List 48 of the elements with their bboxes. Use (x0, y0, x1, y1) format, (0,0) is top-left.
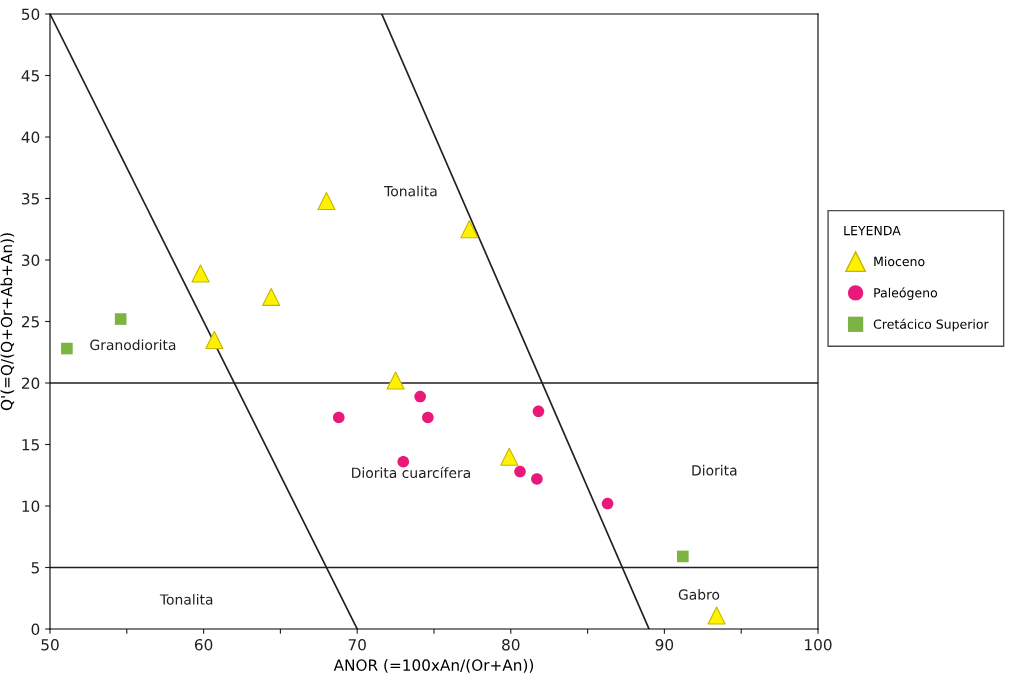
point (332, 411, 345, 424)
legend-label: Paleógeno (874, 287, 938, 300)
y-tick-label: 15 (22, 439, 39, 451)
point (386, 371, 405, 390)
x-axis-title: ANOR (=100xAn/(Or+An)) (333, 659, 534, 673)
x-tick-label: 80 (502, 638, 520, 651)
point (514, 465, 526, 478)
point (460, 220, 479, 239)
legend-label: Mioceno (874, 256, 925, 267)
y-tick-label: 45 (21, 70, 39, 82)
annotation: Diorita cuarcífera (352, 466, 470, 479)
point (61, 342, 73, 355)
point (531, 473, 543, 485)
legend-title: LEYENDA (844, 226, 901, 236)
point (500, 447, 519, 466)
y-tick-label: 10 (22, 500, 40, 513)
annotation: Tonalita (159, 593, 213, 605)
point (414, 390, 426, 403)
y-tick-label: 0 (31, 623, 40, 636)
annotation: Gabro (678, 589, 720, 600)
point (114, 313, 127, 325)
point (532, 405, 545, 418)
x-tick-label: 50 (41, 638, 59, 651)
annotation: Tonalita (384, 185, 437, 197)
x-tick-label: 60 (194, 638, 213, 651)
y-tick-label: 5 (31, 562, 39, 574)
x-tick-label: 90 (655, 638, 674, 651)
y-tick-label: 20 (21, 377, 40, 390)
y-tick-label: 25 (21, 315, 39, 328)
x-tick-label: 100 (805, 638, 832, 651)
y-tick-label: 50 (22, 8, 40, 21)
y-tick-label: 35 (22, 192, 39, 205)
point (262, 287, 281, 306)
point (707, 606, 726, 625)
legend-label: Cretácico Superior (873, 318, 989, 332)
y-axis-title: Q'(=Q/(Q+Or+Ab+An)) (0, 233, 15, 411)
point (422, 411, 434, 424)
point (191, 264, 210, 283)
y-tick-label: 40 (21, 131, 40, 144)
point (205, 330, 224, 350)
y-tick-label: 30 (22, 254, 40, 267)
annotation: Diorita (692, 464, 737, 476)
x-tick-label: 70 (348, 638, 366, 651)
point (601, 497, 614, 510)
point (317, 191, 336, 211)
point (397, 455, 410, 468)
point (677, 550, 689, 563)
annotation: Granodiorita (90, 339, 176, 351)
